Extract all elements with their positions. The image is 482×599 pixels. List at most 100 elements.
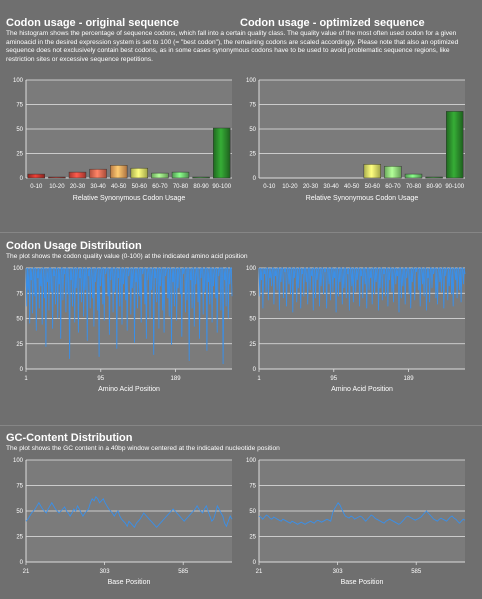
x-tick-label: 189 xyxy=(404,376,415,382)
y-tick-label: 25 xyxy=(249,342,256,348)
y-tick-label: 50 xyxy=(16,127,23,133)
x-tick-label: 10-20 xyxy=(49,184,65,190)
bar-30-40 xyxy=(89,168,107,179)
series-line xyxy=(25,495,233,529)
x-tick-label: 80-90 xyxy=(426,184,442,190)
y-tick-label: 100 xyxy=(246,78,257,84)
chart-svg-cu_optimized: 0 25 50 75 100 1 95 189 xyxy=(246,266,466,382)
x-axis-label: Amino Acid Position xyxy=(331,386,393,393)
title-codon-usage-original: Codon usage - original sequence xyxy=(6,17,179,29)
x-tick-label: 0-10 xyxy=(30,184,43,190)
bar-20-30 xyxy=(68,171,87,179)
title-codon-usage-distribution: Codon Usage Distribution xyxy=(6,240,142,252)
y-tick-label: 50 xyxy=(249,317,256,323)
y-tick-label: 25 xyxy=(249,152,256,158)
y-tick-label: 25 xyxy=(16,152,23,158)
y-tick-label: 0 xyxy=(20,176,24,182)
bar-70-80 xyxy=(171,171,190,179)
x-tick-label: 1 xyxy=(24,376,28,382)
y-tick-label: 100 xyxy=(13,266,24,272)
x-tick-label: 40-50 xyxy=(111,184,127,190)
codon-distribution-optimized: 0 25 50 75 100 1 95 189 Amino Acid Position xyxy=(241,266,469,399)
x-tick-label: 95 xyxy=(97,376,104,382)
title-codon-usage-optimized: Codon usage - optimized sequence xyxy=(240,17,425,29)
x-tick-label: 40-50 xyxy=(344,184,360,190)
histogram-original: 0 25 50 75 100 0-10 10-20 20-30 30-40 40-50 50-60 6… xyxy=(8,78,236,208)
bar-80-90 xyxy=(192,176,210,179)
bar-0-10 xyxy=(27,173,45,179)
bar-60-70 xyxy=(151,172,169,179)
series-line xyxy=(258,502,466,525)
x-axis-label: Base Position xyxy=(107,579,151,586)
bar-50-60 xyxy=(130,167,148,179)
chart-svg-cu_original: 0 25 50 75 100 1 95 189 xyxy=(13,266,233,382)
x-tick-label: 95 xyxy=(330,376,337,382)
x-tick-label: 20-30 xyxy=(70,184,86,190)
y-tick-label: 75 xyxy=(249,291,256,297)
bar-10-20 xyxy=(48,176,66,179)
bar-90-100 xyxy=(213,127,231,179)
codon-distribution-original: 0 25 50 75 100 1 95 189 Amino Acid Position xyxy=(8,266,236,399)
y-tick-label: 50 xyxy=(16,509,23,515)
x-tick-label: 70-80 xyxy=(173,184,189,190)
y-tick-label: 75 xyxy=(16,103,23,109)
y-tick-label: 25 xyxy=(16,535,23,541)
gc-distribution-original: 0 25 50 75 100 21 303 585 Base Position xyxy=(8,458,236,592)
x-tick-label: 585 xyxy=(178,569,189,575)
section-divider-1 xyxy=(0,232,482,233)
chart-svg-gc_original: 0 25 50 75 100 21 303 585 xyxy=(13,458,233,575)
y-tick-label: 25 xyxy=(249,535,256,541)
y-tick-label: 0 xyxy=(253,367,257,373)
y-tick-label: 75 xyxy=(16,484,23,490)
y-tick-label: 0 xyxy=(253,176,257,182)
description-codon-usage: The histogram shows the percentage of se… xyxy=(6,30,459,63)
y-tick-label: 100 xyxy=(246,266,257,272)
x-tick-label: 80-90 xyxy=(193,184,209,190)
title-gc-content-distribution: GC-Content Distribution xyxy=(6,432,133,444)
bar-50-60 xyxy=(363,164,381,179)
chart-svg-hist_optimized: 0 25 50 75 100 0-10 10-20 20-30 30-40 40-50 50-60 6… xyxy=(246,78,465,190)
x-tick-label: 90-100 xyxy=(445,184,464,190)
y-tick-label: 50 xyxy=(249,127,256,133)
x-axis-label: Relative Synonymous Codon Usage xyxy=(305,195,419,202)
x-tick-label: 50-60 xyxy=(365,184,381,190)
y-tick-label: 100 xyxy=(13,78,24,84)
x-tick-label: 303 xyxy=(100,569,111,575)
bar-40-50 xyxy=(110,165,128,179)
y-tick-label: 100 xyxy=(13,458,24,464)
gc-distribution-optimized: 0 25 50 75 100 21 303 585 Base Position xyxy=(241,458,469,592)
x-tick-label: 30-40 xyxy=(323,184,339,190)
x-tick-label: 189 xyxy=(171,376,182,382)
bar-70-80 xyxy=(404,173,423,179)
y-tick-label: 50 xyxy=(249,509,256,515)
x-tick-label: 1 xyxy=(257,376,261,382)
histogram-optimized: 0 25 50 75 100 0-10 10-20 20-30 30-40 40-50 50-60 6… xyxy=(241,78,469,208)
x-tick-label: 10-20 xyxy=(282,184,298,190)
x-axis-label: Amino Acid Position xyxy=(98,386,160,393)
x-tick-label: 20-30 xyxy=(303,184,319,190)
x-tick-label: 50-60 xyxy=(132,184,148,190)
description-codon-usage-distribution: The plot shows the codon quality value (… xyxy=(6,253,248,260)
bar-60-70 xyxy=(384,165,402,179)
x-tick-label: 585 xyxy=(411,569,422,575)
y-tick-label: 100 xyxy=(246,458,257,464)
description-gc-content: The plot shows the GC content in a 40bp … xyxy=(6,445,280,452)
series-line xyxy=(258,267,466,313)
x-tick-label: 90-100 xyxy=(212,184,231,190)
y-tick-label: 50 xyxy=(16,317,23,323)
bar-80-90 xyxy=(425,176,443,179)
x-tick-label: 21 xyxy=(256,569,263,575)
x-tick-label: 60-70 xyxy=(385,184,401,190)
y-tick-label: 0 xyxy=(20,367,24,373)
x-tick-label: 0-10 xyxy=(263,184,276,190)
y-tick-label: 75 xyxy=(16,291,23,297)
section-divider-2 xyxy=(0,425,482,426)
y-tick-label: 75 xyxy=(249,484,256,490)
y-tick-label: 25 xyxy=(16,342,23,348)
x-axis-label: Relative Synonymous Codon Usage xyxy=(72,195,186,202)
x-axis-label: Base Position xyxy=(340,579,384,586)
x-tick-label: 303 xyxy=(333,569,344,575)
y-tick-label: 0 xyxy=(20,560,24,566)
x-tick-label: 70-80 xyxy=(406,184,422,190)
chart-svg-hist_original: 0 25 50 75 100 0-10 10-20 20-30 30-40 40-50 50-60 6… xyxy=(13,78,232,190)
